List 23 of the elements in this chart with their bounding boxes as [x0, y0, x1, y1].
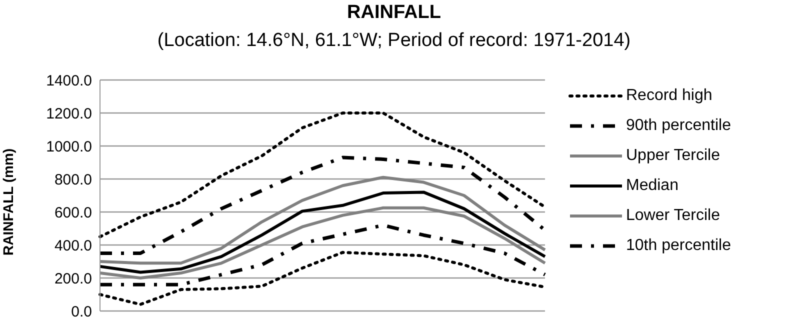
- line-series: [98, 223, 547, 286]
- legend-label: 90th percentile: [626, 117, 731, 135]
- line-series: [98, 250, 546, 306]
- legend-label: Record high: [626, 87, 712, 105]
- y-tick-label: 800.0: [54, 171, 92, 188]
- legend-label: Upper Tercile: [626, 147, 720, 165]
- line-series: [98, 112, 546, 238]
- y-tick-label: 1400.0: [46, 72, 92, 90]
- chart-title: RAINFALL: [346, 2, 442, 24]
- legend-label: Lower Tercile: [626, 207, 720, 225]
- legend-label: Median: [626, 177, 678, 195]
- line-series: [98, 176, 546, 265]
- line-series: [98, 206, 546, 280]
- y-axis-title: RAINFALL (mm): [0, 148, 16, 256]
- y-tick-label: 1200.0: [46, 105, 92, 122]
- legend-label: 10th percentile: [626, 237, 731, 255]
- y-tick-label: 400.0: [54, 237, 92, 254]
- y-tick-label: 600.0: [54, 204, 92, 222]
- chart-subtitle: (Location: 14.6°N, 61.1°W; Period of record: 1971-2014): [156, 30, 632, 52]
- y-tick-label: 0.0: [71, 303, 92, 320]
- y-tick-label: 200.0: [54, 270, 92, 288]
- line-series: [98, 190, 546, 274]
- y-tick-label: 1000.0: [46, 138, 92, 156]
